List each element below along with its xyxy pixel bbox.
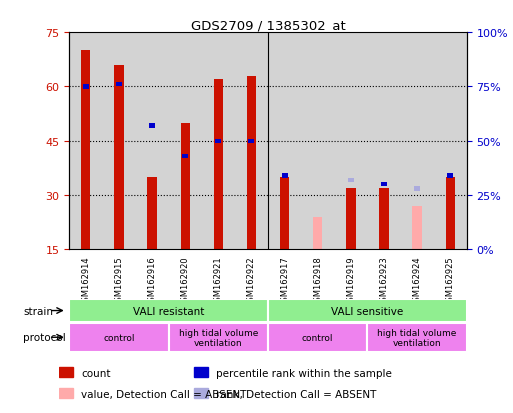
- Text: protocol: protocol: [23, 332, 66, 342]
- Text: high tidal volume
ventilation: high tidal volume ventilation: [378, 328, 457, 347]
- Text: VALI sensitive: VALI sensitive: [331, 306, 404, 316]
- Text: control: control: [103, 333, 135, 342]
- FancyBboxPatch shape: [169, 323, 268, 352]
- Bar: [169, 33, 202, 250]
- Bar: [401, 33, 433, 250]
- Bar: [83, 85, 89, 90]
- Bar: [280, 178, 289, 250]
- Bar: [193, 389, 208, 398]
- Bar: [301, 33, 334, 250]
- Bar: [247, 76, 256, 250]
- Bar: [182, 154, 188, 159]
- FancyBboxPatch shape: [268, 299, 467, 322]
- Bar: [181, 123, 190, 250]
- Text: count: count: [82, 368, 111, 377]
- Text: strain: strain: [23, 306, 53, 316]
- Bar: [334, 33, 367, 250]
- Bar: [135, 33, 169, 250]
- Text: control: control: [302, 333, 333, 342]
- Bar: [59, 368, 73, 377]
- FancyBboxPatch shape: [367, 323, 467, 352]
- Bar: [367, 33, 401, 250]
- Bar: [81, 51, 90, 250]
- Bar: [215, 139, 221, 144]
- Text: percentile rank within the sample: percentile rank within the sample: [216, 368, 392, 377]
- Bar: [202, 33, 235, 250]
- Bar: [116, 83, 122, 87]
- FancyBboxPatch shape: [69, 299, 268, 322]
- Bar: [59, 389, 73, 398]
- Text: VALI resistant: VALI resistant: [133, 306, 204, 316]
- Title: GDS2709 / 1385302_at: GDS2709 / 1385302_at: [191, 19, 345, 32]
- Bar: [412, 206, 422, 250]
- Bar: [193, 368, 208, 377]
- Bar: [282, 174, 288, 178]
- FancyBboxPatch shape: [69, 323, 169, 352]
- Bar: [268, 33, 301, 250]
- Bar: [346, 188, 356, 250]
- Bar: [235, 33, 268, 250]
- FancyBboxPatch shape: [268, 323, 367, 352]
- Bar: [103, 33, 135, 250]
- Text: rank, Detection Call = ABSENT: rank, Detection Call = ABSENT: [216, 389, 377, 399]
- Text: value, Detection Call = ABSENT: value, Detection Call = ABSENT: [82, 389, 247, 399]
- Bar: [313, 217, 322, 250]
- Bar: [348, 178, 354, 183]
- Bar: [447, 174, 453, 178]
- Bar: [147, 178, 157, 250]
- Bar: [69, 33, 103, 250]
- Bar: [381, 183, 387, 187]
- Bar: [114, 66, 124, 250]
- Bar: [446, 178, 455, 250]
- Bar: [149, 124, 155, 128]
- Bar: [248, 139, 254, 144]
- Bar: [414, 187, 420, 191]
- Bar: [379, 188, 389, 250]
- Text: high tidal volume
ventilation: high tidal volume ventilation: [179, 328, 258, 347]
- Bar: [214, 80, 223, 250]
- Bar: [433, 33, 467, 250]
